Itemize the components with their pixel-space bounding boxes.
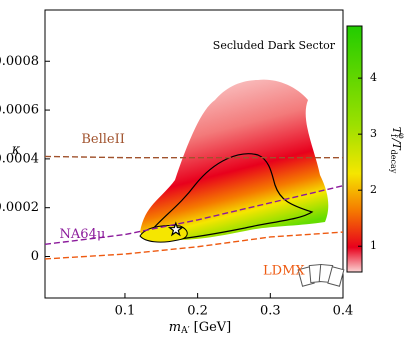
x-tick-label: 0.2 <box>187 304 208 319</box>
lines <box>45 155 343 260</box>
x-label-part: [GeV] <box>194 320 232 335</box>
line-label: BelleII <box>81 132 125 147</box>
cb-label-part: /T <box>390 138 403 152</box>
x-tick-label: 0.3 <box>260 304 281 319</box>
cards-icon <box>297 263 345 287</box>
x-label-part: A′ <box>180 326 190 336</box>
y-tick-label: 0.0006 <box>0 103 39 118</box>
colorbar-tick-label: 3 <box>370 127 377 140</box>
chart-title: Secluded Dark Sector <box>213 39 336 52</box>
cb-label-part: decay <box>389 150 398 174</box>
colorbar-tick-label: 2 <box>370 183 377 196</box>
x-tick-label: 0.4 <box>333 304 354 319</box>
line-label: NA64μ <box>60 227 106 242</box>
allowed-region <box>140 79 329 242</box>
limit-line <box>45 185 343 245</box>
colorbar-tick-label: 1 <box>370 239 377 252</box>
y-tick-label: 0.0002 <box>0 200 39 215</box>
y-tick-label: 0.0008 <box>0 54 39 69</box>
regions <box>139 79 329 243</box>
cb-label-part: f <box>389 134 398 138</box>
colorbar-label: Tfφ/Tdecay <box>389 127 406 174</box>
y-tick-label: 0 <box>31 249 39 264</box>
colorbar <box>346 25 363 273</box>
x-label-part: m <box>169 320 181 335</box>
x-axis-label: mA′ [GeV] <box>169 320 232 336</box>
limit-line <box>45 231 343 260</box>
line-label: LDMX <box>263 264 305 279</box>
y-tick-label: 0.0004 <box>0 151 39 166</box>
benchmark-star <box>167 221 184 237</box>
x-tick-label: 0.1 <box>115 304 136 319</box>
cb-label-part: φ <box>397 133 406 139</box>
cb-label-part: T <box>390 127 403 136</box>
y-axis-label: κ <box>11 143 21 158</box>
colorbar-tick-label: 4 <box>370 71 377 84</box>
plot-frame <box>44 9 344 299</box>
